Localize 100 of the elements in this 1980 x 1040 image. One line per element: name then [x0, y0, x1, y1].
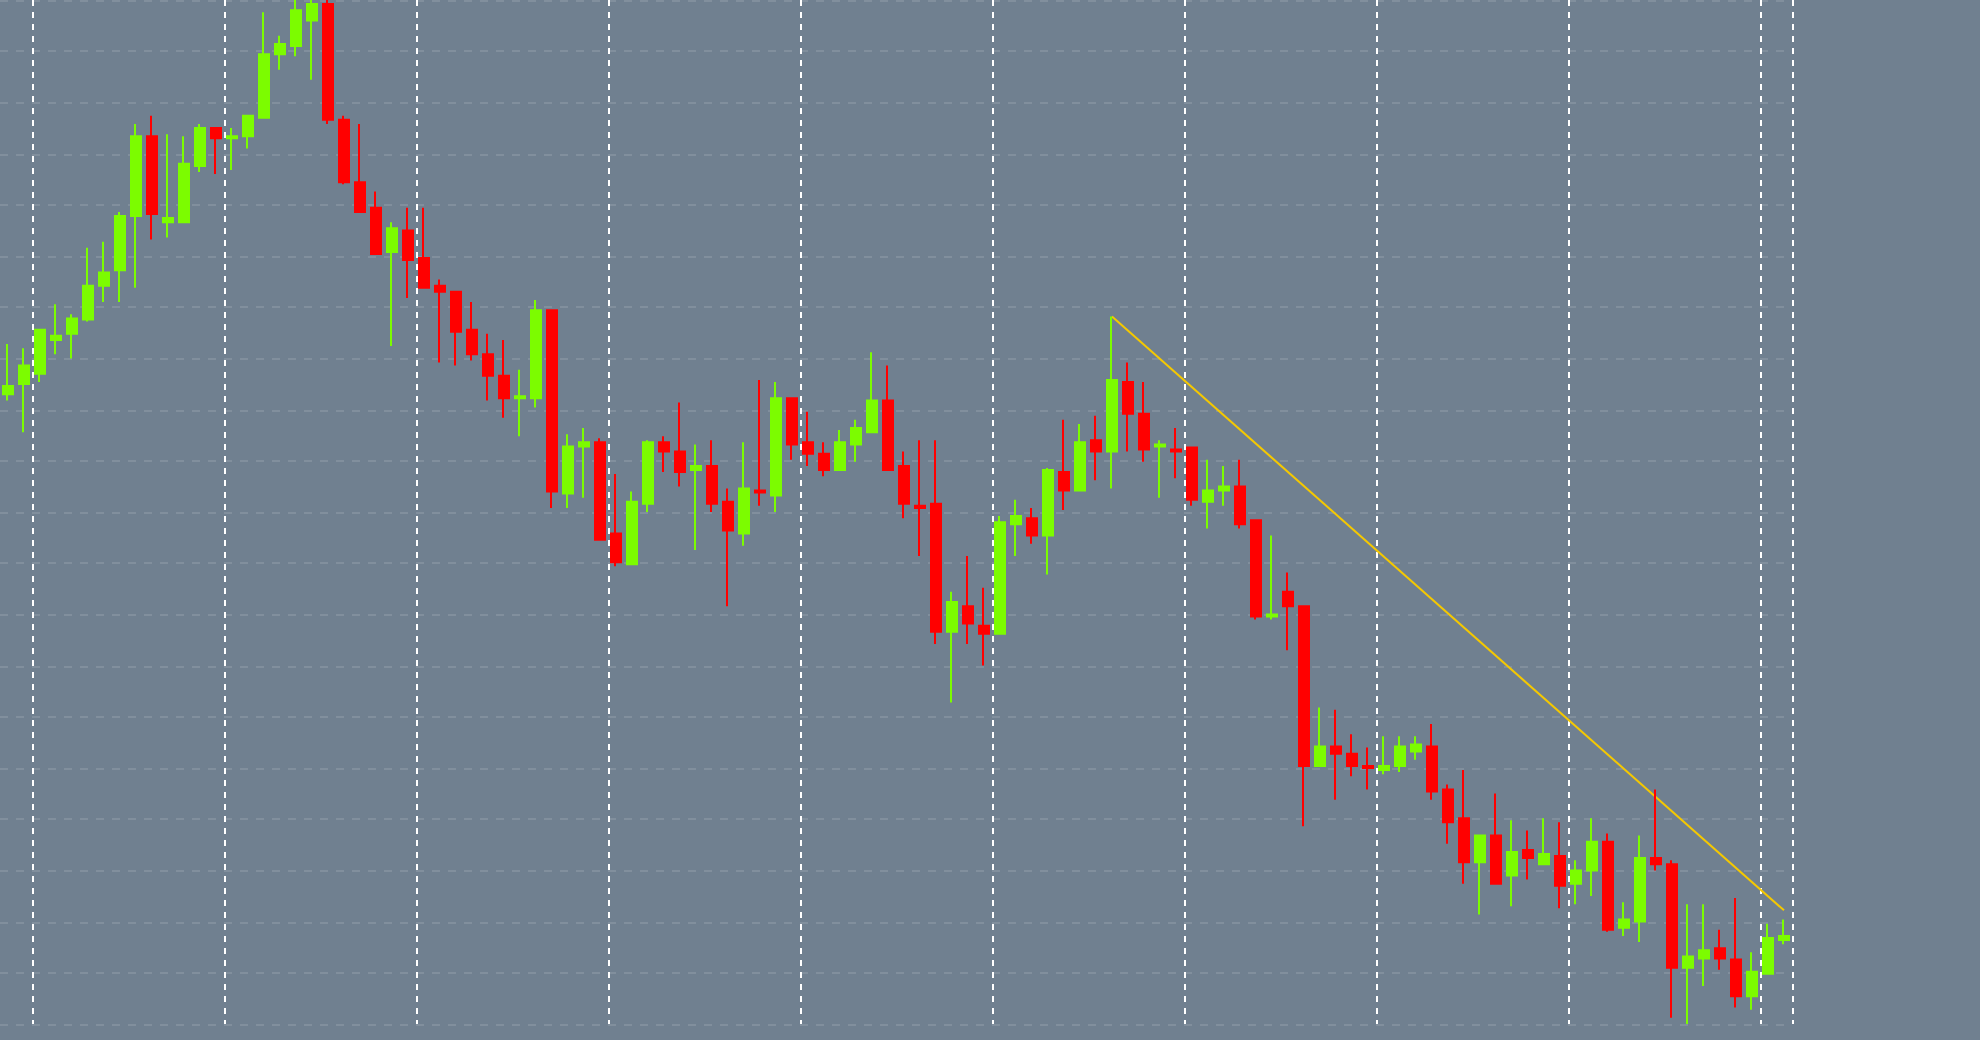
candlestick: [722, 487, 734, 608]
candlestick: [274, 34, 286, 71]
candlestick: [50, 303, 62, 356]
candlestick: [1314, 706, 1326, 767]
candlestick: [1618, 901, 1630, 937]
candlestick: [546, 309, 558, 509]
candlestick: [930, 439, 942, 646]
candlestick: [1698, 903, 1710, 988]
candlestick: [130, 122, 142, 289]
candlestick: [1154, 439, 1166, 499]
candlestick: [690, 443, 702, 551]
candlestick: [1170, 427, 1182, 480]
candlestick: [1490, 792, 1502, 885]
candlestick: [306, 0, 318, 81]
candlestick: [770, 380, 782, 513]
candlestick: [1666, 859, 1678, 1019]
candlestick: [1266, 534, 1278, 621]
candlestick: [1410, 735, 1422, 761]
candlestick: [434, 278, 446, 364]
candlestick: [1442, 783, 1454, 845]
candlestick: [562, 433, 574, 509]
candlestick: [146, 114, 158, 241]
candlestick: [706, 439, 718, 513]
candlestick: [1378, 735, 1390, 776]
candlestick: [754, 378, 766, 507]
candlestick: [1426, 722, 1438, 801]
candlestick: [498, 338, 510, 419]
candlestick: [1682, 903, 1694, 1025]
candlestick: [1122, 361, 1134, 453]
candlestick: [578, 427, 590, 499]
candlestick: [738, 441, 750, 547]
candlestick: [1650, 788, 1662, 872]
candlestick: [1106, 315, 1118, 490]
candlestick: [1298, 605, 1310, 828]
candlestick: [1538, 817, 1550, 866]
candlestick: [98, 240, 110, 304]
candlestick: [178, 135, 190, 224]
candlestick: [194, 122, 206, 174]
candlestick: [1042, 466, 1054, 576]
candlestick: [482, 332, 494, 402]
candlestick: [1730, 897, 1742, 1009]
candlestick: [850, 418, 862, 463]
candlestick: [258, 11, 270, 119]
candlestick: [1778, 918, 1790, 946]
candlestick: [882, 364, 894, 472]
candlestick: [1362, 746, 1374, 791]
candlestick: [1458, 769, 1470, 885]
candlestick: [1714, 928, 1726, 971]
candlestick: [402, 206, 414, 299]
candlestick: [1746, 951, 1758, 1011]
candlestick: [1634, 834, 1646, 944]
candlestick: [18, 347, 30, 434]
candlestick: [418, 206, 430, 289]
candlestick: [322, 0, 334, 125]
candlestick: [1586, 817, 1598, 897]
candlestick: [802, 410, 814, 467]
candlestick: [1570, 859, 1582, 906]
candlestick: [898, 450, 910, 520]
candlestick: [626, 490, 638, 566]
candlestick: [1474, 834, 1486, 916]
candlestick: [354, 122, 366, 213]
candlestick: [1394, 735, 1406, 774]
candlestick: [610, 473, 622, 568]
candlestick: [1074, 422, 1086, 492]
candlestick: [1506, 819, 1518, 908]
candlestick: [594, 437, 606, 541]
candlestick: [386, 221, 398, 348]
candlestick: [978, 586, 990, 667]
candlestick: [1218, 464, 1230, 507]
candlestick: [1346, 733, 1358, 778]
candlestick: [658, 435, 670, 474]
candlestick: [1090, 414, 1102, 482]
candlestick: [1058, 418, 1070, 511]
candlestick: [818, 441, 830, 478]
candlestick: [1762, 922, 1774, 975]
candlestick: [34, 328, 46, 383]
candlestick: [1250, 519, 1262, 621]
candlestick: [450, 290, 462, 367]
candlestick: [1026, 506, 1038, 545]
candlestick: [1234, 458, 1246, 530]
candlestick: [1202, 458, 1214, 530]
candlestick: [946, 590, 958, 704]
candlestick: [338, 114, 350, 186]
candlestick: [2, 343, 14, 402]
candlestick: [962, 555, 974, 646]
candlestick: [994, 515, 1006, 635]
candlestick: [114, 210, 126, 304]
candlestick: [674, 401, 686, 488]
candlestick: [1522, 829, 1534, 881]
candlestick: [1282, 571, 1294, 652]
candlestick: [530, 299, 542, 409]
candlestick: [1554, 821, 1566, 910]
candlestick: [866, 351, 878, 434]
candlestick: [466, 301, 478, 362]
candlestick: [1330, 708, 1342, 801]
candlestick: [1138, 380, 1150, 463]
candlestick: [210, 127, 222, 176]
candlestick: [370, 190, 382, 255]
candlestick: [786, 397, 798, 461]
candlestick: [1186, 446, 1198, 507]
